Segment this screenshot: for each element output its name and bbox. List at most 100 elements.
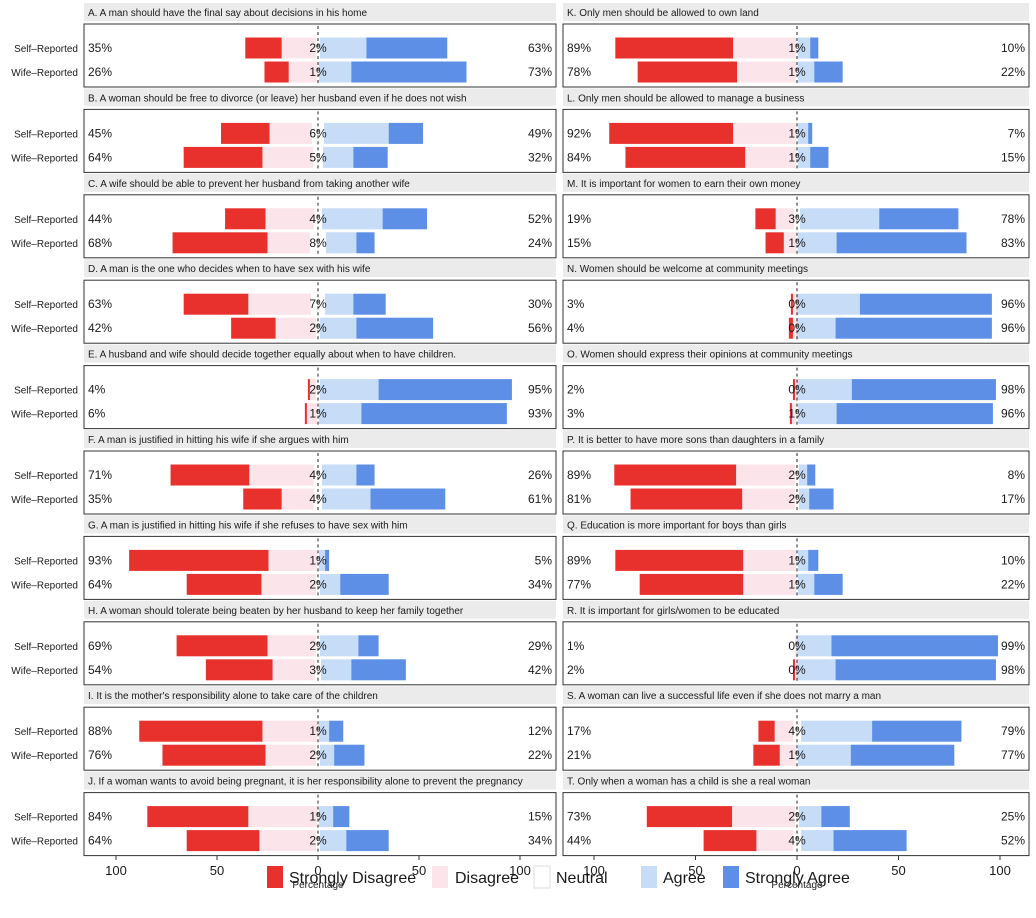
bar-agree xyxy=(320,37,367,59)
pct-right-label: 30% xyxy=(528,297,552,311)
bar-neutral xyxy=(795,573,799,595)
pct-left-label: 19% xyxy=(567,212,591,226)
bar-strongly-disagree xyxy=(205,659,273,681)
bar-strongly-agree xyxy=(835,317,992,339)
bar-neutral xyxy=(793,208,801,230)
bar-agree xyxy=(798,744,851,766)
panel-title: E. A husband and wife should decide toge… xyxy=(88,350,456,361)
panel-title: H. A woman should tolerate being beaten … xyxy=(88,606,464,617)
bar-strongly-agree xyxy=(370,488,446,510)
bar-agree xyxy=(798,232,837,254)
bar-agree xyxy=(800,208,880,230)
pct-right-label: 56% xyxy=(528,321,552,335)
bar-neutral xyxy=(315,37,321,59)
bar-agree xyxy=(326,232,357,254)
pct-neutral-label: 2% xyxy=(788,492,806,506)
pct-left-label: 26% xyxy=(88,65,112,79)
pct-left-label: 54% xyxy=(88,663,112,677)
pct-neutral-label: 1% xyxy=(788,407,806,421)
bar-agree xyxy=(319,61,352,83)
row-label: Wife–Reported xyxy=(11,580,78,591)
legend-label: Strongly Disagree xyxy=(289,870,416,887)
pct-right-label: 10% xyxy=(1001,41,1025,55)
bar-strongly-disagree xyxy=(183,146,263,168)
bar-disagree xyxy=(732,806,795,828)
row-label: Wife–Reported xyxy=(11,495,78,506)
panel-title: B. A woman should be free to divorce (or… xyxy=(88,93,467,104)
panel-strip xyxy=(84,344,556,363)
bar-strongly-disagree xyxy=(758,720,775,742)
bar-agree xyxy=(322,488,371,510)
pct-neutral-label: 4% xyxy=(788,834,806,848)
bar-strongly-agree xyxy=(346,830,389,852)
x-tick-label: 0 xyxy=(793,863,800,878)
bar-agree xyxy=(798,573,815,595)
bar-disagree xyxy=(272,659,315,681)
bar-neutral xyxy=(792,830,802,852)
pct-left-label: 35% xyxy=(88,41,112,55)
bar-neutral xyxy=(795,37,799,59)
bar-agree xyxy=(319,806,334,828)
bar-disagree xyxy=(249,464,314,486)
bar-strongly-disagree xyxy=(139,720,263,742)
bar-strongly-disagree xyxy=(630,488,743,510)
pct-neutral-label: 1% xyxy=(788,126,806,140)
pct-right-label: 98% xyxy=(1001,383,1025,397)
legend-label: Strongly Agree xyxy=(745,870,850,887)
bar-strongly-disagree xyxy=(609,122,734,144)
bar-strongly-disagree xyxy=(792,379,795,401)
pct-neutral-label: 4% xyxy=(309,492,327,506)
bar-strongly-disagree xyxy=(243,488,282,510)
bar-disagree xyxy=(779,744,796,766)
bar-neutral xyxy=(315,573,321,595)
bar-strongly-disagree xyxy=(225,208,266,230)
bar-disagree xyxy=(743,573,796,595)
panel-title: S. A woman can live a successful life ev… xyxy=(567,691,881,702)
pct-right-label: 42% xyxy=(528,663,552,677)
bar-strongly-disagree xyxy=(231,317,276,339)
bar-agree xyxy=(798,403,837,425)
row-label: Self–Reported xyxy=(14,727,78,738)
panel-title: F. A man is justified in hitting his wif… xyxy=(88,435,349,446)
bar-neutral xyxy=(315,830,321,852)
bar-agree xyxy=(797,379,852,401)
pct-left-label: 64% xyxy=(88,834,112,848)
bar-strongly-agree xyxy=(850,744,955,766)
pct-right-label: 22% xyxy=(1001,577,1025,591)
bar-agree xyxy=(798,146,811,168)
bar-agree xyxy=(323,146,354,168)
pct-right-label: 12% xyxy=(528,724,552,738)
bar-strongly-agree xyxy=(356,232,375,254)
panel-title: I. It is the mother's responsibility alo… xyxy=(88,691,378,702)
bar-strongly-agree xyxy=(809,488,834,510)
bar-strongly-agree xyxy=(814,61,843,83)
panel-title: A. A man should have the final say about… xyxy=(88,8,368,19)
bar-neutral xyxy=(795,122,799,144)
pct-right-label: 49% xyxy=(528,126,552,140)
bar-disagree xyxy=(288,61,317,83)
bar-neutral xyxy=(313,488,323,510)
bar-strongly-agree xyxy=(378,379,512,401)
bar-strongly-agree xyxy=(859,293,992,315)
bar-agree xyxy=(799,464,808,486)
pct-left-label: 69% xyxy=(88,639,112,653)
bar-disagree xyxy=(281,37,316,59)
bar-agree xyxy=(324,122,389,144)
bar-disagree xyxy=(733,37,796,59)
bar-strongly-disagree xyxy=(186,830,260,852)
bar-strongly-disagree xyxy=(753,744,780,766)
pct-left-label: 4% xyxy=(88,383,106,397)
bar-strongly-agree xyxy=(833,830,907,852)
bar-strongly-agree xyxy=(353,293,386,315)
pct-left-label: 81% xyxy=(567,492,591,506)
panel-title: R. It is important for girls/women to be… xyxy=(567,606,779,617)
panel-title: P. It is better to have more sons than d… xyxy=(567,435,824,446)
x-axis-title: Percentage xyxy=(292,880,344,891)
pct-right-label: 17% xyxy=(1001,492,1025,506)
bar-neutral xyxy=(794,488,800,510)
bar-neutral xyxy=(311,122,325,144)
pct-right-label: 95% xyxy=(528,383,552,397)
pct-left-label: 44% xyxy=(88,212,112,226)
legend-swatch xyxy=(432,866,448,888)
bar-strongly-disagree xyxy=(789,403,792,425)
